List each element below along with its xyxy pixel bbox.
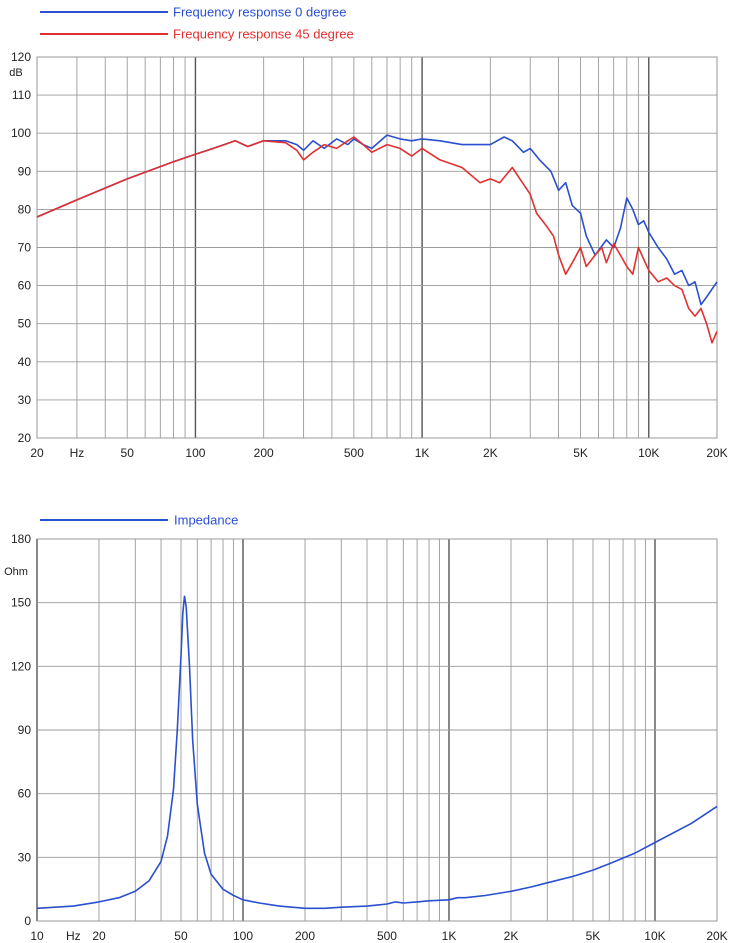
x-tick-label: 1K [442, 929, 457, 943]
x-tick-label: 5K [573, 446, 588, 460]
x-tick-label: 10K [644, 929, 665, 943]
chart-1: 20 30 40 50 60 70 80 90 100 110 120 20 Hz 50 100 200 500… [9, 5, 727, 461]
y-tick-label: 120 [11, 659, 31, 673]
y-tick-label: 120 [11, 50, 31, 64]
y-tick-label: 100 [11, 126, 31, 140]
x-tick-label: 10K [638, 446, 659, 460]
legend-entry: Frequency response 0 degree [40, 5, 346, 20]
x-tick-label: 2K [483, 446, 498, 460]
chart-2: 0 30 60 90 120 150 180 10 Hz 20 50 100 200 500 1K 2K 5K 1… [4, 513, 728, 943]
y-tick-label: 50 [18, 317, 32, 331]
y-axis-unit: Ohm [4, 566, 28, 578]
x-tick-label: 20 [92, 929, 106, 943]
y-tick-label: 40 [18, 355, 32, 369]
x-tick-label: 2K [504, 929, 519, 943]
y-axis-unit: dB [9, 67, 22, 79]
legend-label: Impedance [174, 513, 238, 528]
x-tick-label: 500 [377, 929, 397, 943]
y-tick-label: 60 [18, 787, 32, 801]
y-tick-label: 30 [18, 850, 32, 864]
y-tick-label: 110 [12, 88, 31, 102]
x-tick-label: 100 [233, 929, 253, 943]
grid [36, 538, 718, 922]
grid [36, 56, 718, 439]
y-tick-label: 150 [11, 596, 31, 610]
x-tick-label: 10 [30, 929, 44, 943]
x-tick-label: 500 [344, 446, 364, 460]
y-tick-label: 30 [18, 393, 32, 407]
y-tick-label: 60 [18, 279, 32, 293]
x-tick-label: Hz [70, 446, 85, 460]
y-tick-label: 180 [11, 532, 31, 546]
y-tick-label: 70 [18, 241, 32, 255]
x-tick-label: 1K [415, 446, 430, 460]
y-tick-label: 90 [18, 723, 32, 737]
y-tick-label: 0 [24, 914, 31, 928]
x-tick-label: 100 [185, 446, 205, 460]
legend-entry: Impedance [40, 513, 238, 528]
series-line [36, 134, 718, 306]
y-tick-label: 20 [18, 431, 32, 445]
legend-label: Frequency response 45 degree [173, 27, 354, 42]
series-line [36, 136, 718, 344]
x-tick-label: 200 [254, 446, 274, 460]
legend-label: Frequency response 0 degree [173, 5, 346, 20]
x-tick-label: 50 [121, 446, 135, 460]
x-tick-label: 20K [706, 446, 727, 460]
y-tick-label: 80 [18, 202, 32, 216]
y-tick-label: 90 [18, 164, 32, 178]
legend-entry: Frequency response 45 degree [40, 27, 354, 42]
x-tick-label: 20K [706, 929, 727, 943]
x-tick-label: 200 [295, 929, 315, 943]
x-tick-label: 20 [30, 446, 44, 460]
x-tick-label: 50 [174, 929, 188, 943]
series-line [36, 595, 718, 910]
x-tick-label: 5K [586, 929, 601, 943]
x-tick-label: Hz [66, 929, 81, 943]
